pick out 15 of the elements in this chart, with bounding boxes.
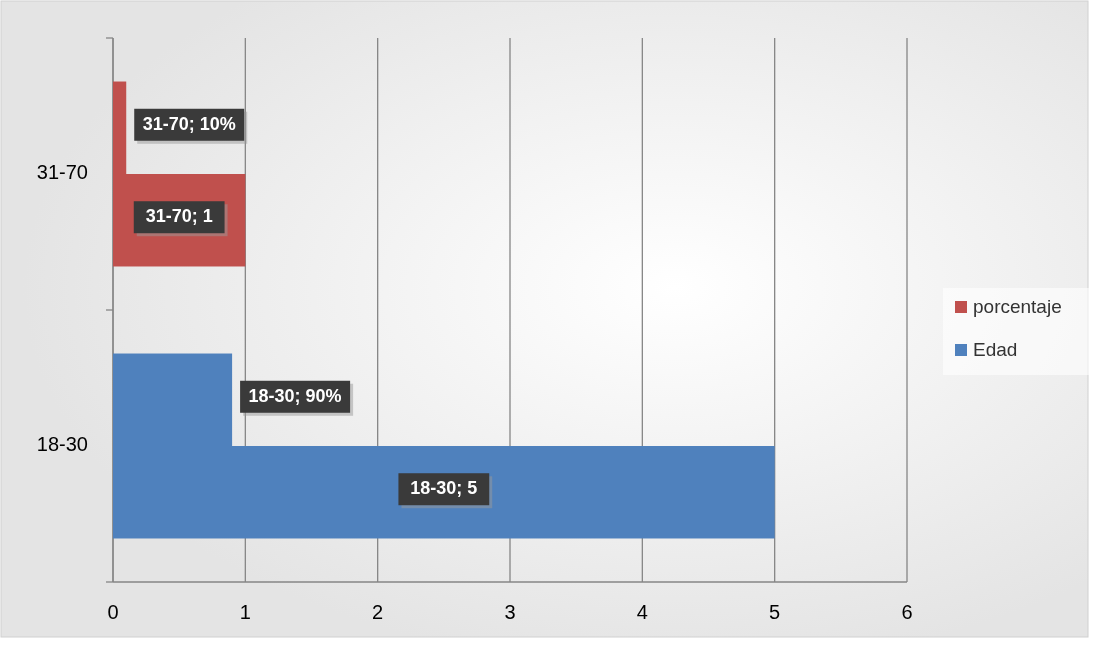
data-label: 31-70; 1 bbox=[145, 205, 213, 226]
legend-label: Edad bbox=[973, 339, 1018, 361]
x-tick-label: 0 bbox=[107, 601, 119, 623]
x-tick-label: 1 bbox=[239, 601, 251, 623]
x-tick-label: 6 bbox=[901, 601, 913, 623]
x-tick-label: 3 bbox=[504, 601, 516, 623]
x-tick-label: 5 bbox=[769, 601, 781, 623]
y-tick-label: 18-30 bbox=[36, 433, 88, 456]
data-label: 18-30; 5 bbox=[410, 477, 478, 498]
y-tick-label: 31-70 bbox=[36, 161, 88, 184]
x-tick-label: 2 bbox=[372, 601, 384, 623]
legend-label: porcentaje bbox=[973, 296, 1062, 318]
x-tick-label: 4 bbox=[636, 601, 648, 623]
data-label: 31-70; 10% bbox=[142, 113, 236, 134]
data-label: 18-30; 90% bbox=[248, 385, 342, 406]
